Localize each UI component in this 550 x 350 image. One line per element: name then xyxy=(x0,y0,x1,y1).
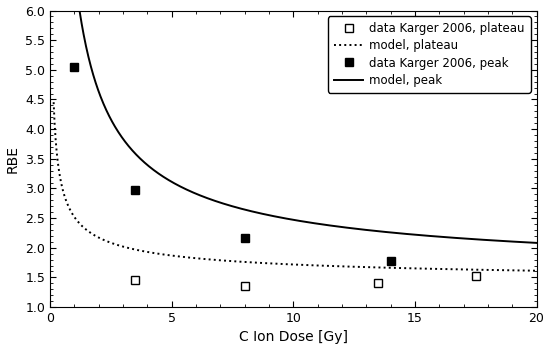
model, peak xyxy=(533,241,540,245)
Line: data Karger 2006, peak: data Karger 2006, peak xyxy=(70,63,395,266)
Legend: data Karger 2006, plateau, model, plateau, data Karger 2006, peak, model, peak: data Karger 2006, plateau, model, platea… xyxy=(328,16,531,93)
model, plateau xyxy=(246,260,252,264)
Line: model, peak: model, peak xyxy=(53,0,536,243)
model, peak xyxy=(427,234,433,238)
model, plateau xyxy=(263,261,270,265)
data Karger 2006, peak xyxy=(241,236,248,240)
Line: data Karger 2006, plateau: data Karger 2006, plateau xyxy=(131,272,480,290)
data Karger 2006, peak xyxy=(132,188,139,192)
model, plateau xyxy=(50,100,57,104)
model, peak xyxy=(263,212,270,217)
data Karger 2006, plateau xyxy=(375,281,382,285)
model, plateau xyxy=(533,269,540,273)
model, peak xyxy=(382,230,388,234)
data Karger 2006, plateau xyxy=(472,274,479,278)
data Karger 2006, peak xyxy=(71,65,78,69)
X-axis label: C Ion Dose [Gy]: C Ion Dose [Gy] xyxy=(239,330,348,344)
model, plateau xyxy=(382,266,388,270)
model, peak xyxy=(100,100,106,105)
model, peak xyxy=(436,234,442,239)
data Karger 2006, plateau xyxy=(132,278,139,282)
Line: model, plateau: model, plateau xyxy=(53,102,536,271)
model, plateau xyxy=(436,267,442,271)
data Karger 2006, peak xyxy=(387,259,394,264)
model, plateau xyxy=(427,267,433,271)
Y-axis label: RBE: RBE xyxy=(6,145,20,173)
model, plateau xyxy=(100,238,106,242)
data Karger 2006, plateau xyxy=(241,284,248,288)
model, peak xyxy=(246,209,252,213)
